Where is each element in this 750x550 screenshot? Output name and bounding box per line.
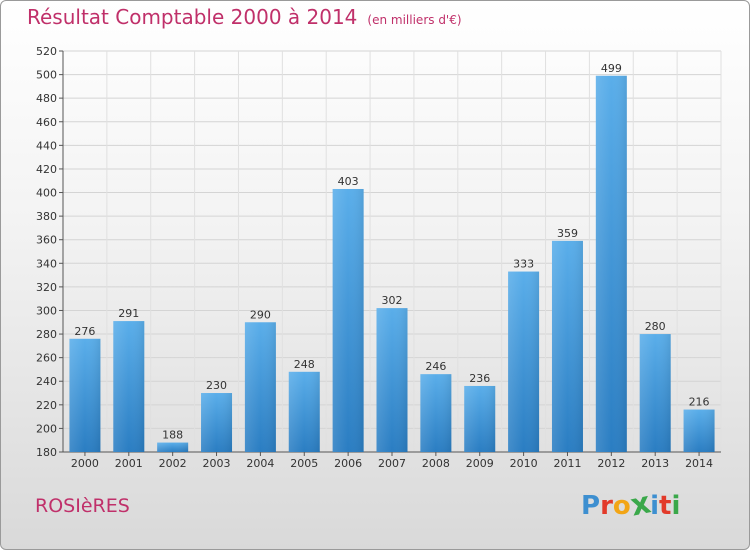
- y-tick-label: 240: [36, 375, 57, 388]
- value-label-2000: 276: [74, 325, 95, 338]
- x-tick-label-2000: 2000: [71, 457, 99, 470]
- y-tick-label: 420: [36, 163, 57, 176]
- logo-letter: i: [671, 491, 681, 521]
- y-tick-label: 180: [36, 446, 57, 459]
- x-tick-label-2003: 2003: [203, 457, 231, 470]
- value-label-2003: 230: [206, 379, 227, 392]
- logo-letter: i: [650, 491, 660, 521]
- bar-shine-2012: [595, 75, 627, 453]
- bar-shine-2005: [288, 371, 320, 452]
- logo-letter: o: [612, 491, 631, 521]
- x-tick-label-2002: 2002: [159, 457, 187, 470]
- x-tick-label-2012: 2012: [597, 457, 625, 470]
- bar-shine-2004: [244, 322, 276, 452]
- y-tick-label: 380: [36, 210, 57, 223]
- logo-letter: P: [581, 491, 601, 521]
- x-tick-label-2011: 2011: [553, 457, 581, 470]
- bar-shine-2006: [332, 188, 364, 452]
- value-label-2011: 359: [557, 227, 578, 240]
- x-tick-label-2009: 2009: [466, 457, 494, 470]
- x-tick-label-2007: 2007: [378, 457, 406, 470]
- y-tick-label: 440: [36, 139, 57, 152]
- value-label-2001: 291: [118, 307, 139, 320]
- x-tick-label-2013: 2013: [641, 457, 669, 470]
- x-tick-label-2014: 2014: [685, 457, 713, 470]
- y-tick-label: 400: [36, 187, 57, 200]
- chart-title: Résultat Comptable 2000 à 2014 (en millie…: [27, 5, 462, 29]
- value-label-2013: 280: [645, 320, 666, 333]
- y-tick-label: 500: [36, 69, 57, 82]
- bar-shine-2013: [639, 334, 671, 452]
- y-tick-label: 300: [36, 304, 57, 317]
- bar-shine-2003: [201, 393, 233, 452]
- y-tick-label: 480: [36, 92, 57, 105]
- y-tick-label: 260: [36, 352, 57, 365]
- bar-shine-2011: [551, 240, 583, 452]
- bar-shine-2008: [420, 374, 452, 452]
- title-text: Résultat Comptable 2000 à 2014: [27, 5, 358, 29]
- value-label-2008: 246: [425, 360, 446, 373]
- y-tick-label: 340: [36, 257, 57, 270]
- value-label-2005: 248: [294, 358, 315, 371]
- chart-subtitle: (en milliers d'€): [367, 13, 462, 27]
- value-label-2012: 499: [601, 62, 622, 75]
- logo-letter: r: [600, 491, 613, 521]
- x-tick-label-2005: 2005: [290, 457, 318, 470]
- value-label-2002: 188: [162, 429, 183, 442]
- y-tick-label: 200: [36, 422, 57, 435]
- bar-shine-2009: [464, 385, 496, 452]
- y-tick-label: 460: [36, 116, 57, 129]
- x-tick-label-2008: 2008: [422, 457, 450, 470]
- axes: 180 200 220 240 260 280 300 320 340 360 380 400 420 4…: [36, 45, 721, 470]
- bar-shine-2001: [113, 321, 145, 452]
- value-labels: 276 291 188 230 290 248 403 302 246 236 333 359 499 2…: [74, 62, 709, 442]
- proxiti-logo: Proxiti: [581, 485, 681, 523]
- value-label-2014: 216: [689, 396, 710, 409]
- y-tick-label: 280: [36, 328, 57, 341]
- value-label-2010: 333: [513, 258, 534, 271]
- commune-name: ROSIèRES: [35, 495, 130, 517]
- x-tick-label-2004: 2004: [246, 457, 274, 470]
- y-tick-label: 520: [36, 45, 57, 58]
- y-tick-label: 220: [36, 399, 57, 412]
- y-tick-label: 320: [36, 281, 57, 294]
- x-tick-label-2010: 2010: [510, 457, 538, 470]
- bars: [69, 75, 715, 453]
- bar-shine-2000: [69, 338, 101, 452]
- value-label-2009: 236: [469, 372, 490, 385]
- value-label-2007: 302: [382, 294, 403, 307]
- x-tick-label-2006: 2006: [334, 457, 362, 470]
- value-label-2006: 403: [338, 175, 359, 188]
- y-tick-label: 360: [36, 234, 57, 247]
- logo-letter: t: [659, 491, 672, 521]
- bar-shine-2007: [376, 308, 408, 452]
- x-tick-label-2001: 2001: [115, 457, 143, 470]
- bar-shine-2002: [157, 442, 189, 452]
- value-label-2004: 290: [250, 308, 271, 321]
- bar-shine-2014: [683, 409, 715, 452]
- bar-shine-2010: [508, 271, 540, 452]
